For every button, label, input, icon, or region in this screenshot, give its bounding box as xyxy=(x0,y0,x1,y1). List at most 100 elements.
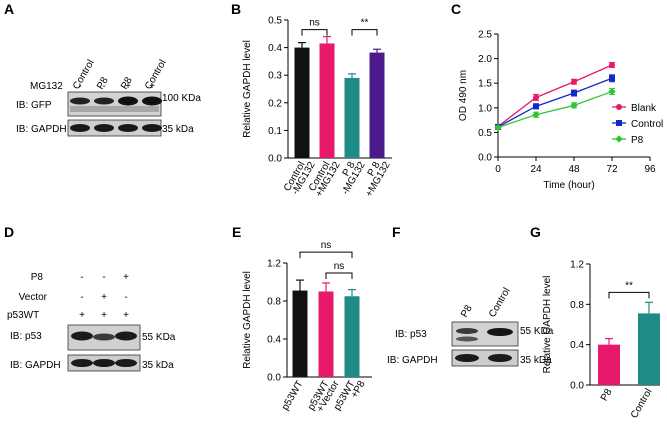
y-tick-label: 1.0 xyxy=(478,103,492,114)
blot-d-sign: + xyxy=(101,310,107,321)
x-tick-label: 96 xyxy=(644,164,656,175)
blot-d-row-label: IB: p53 xyxy=(10,331,42,342)
y-tick-label: 0.2 xyxy=(268,98,282,109)
data-point xyxy=(532,111,540,119)
bar xyxy=(319,43,335,158)
panel-label-g: G xyxy=(530,224,541,240)
y-tick-label: 0.3 xyxy=(268,71,282,82)
blot-a-row-label: IB: GFP xyxy=(16,100,52,111)
blot-a-gapdh-band xyxy=(118,124,138,132)
blot-a-gfp-band xyxy=(118,96,138,106)
legend-label: Blank xyxy=(631,103,657,114)
blot-a-lane-label: Control xyxy=(143,58,169,91)
blot-a-gfp-band xyxy=(70,97,90,105)
y-tick-label: 0.8 xyxy=(570,300,584,311)
legend-label: Control xyxy=(631,119,663,130)
legend-marker xyxy=(616,120,622,126)
x-category-label: P8 xyxy=(599,387,615,403)
blot-a-gfp-band xyxy=(142,96,162,106)
y-tick-label: 0.0 xyxy=(570,381,584,392)
y-tick-label: 0.5 xyxy=(478,128,492,139)
bar xyxy=(318,291,334,377)
blot-d-sign: + xyxy=(79,310,85,321)
blot-a-gapdh-band xyxy=(70,124,90,132)
significance-label: ns xyxy=(309,18,320,29)
data-point xyxy=(533,94,539,101)
bar xyxy=(598,344,620,385)
blot-a-lane-label: Control xyxy=(71,58,97,91)
panel-label-d: D xyxy=(4,224,14,240)
bar xyxy=(369,52,385,158)
y-tick-label: 1.5 xyxy=(478,79,492,90)
y-tick-label: 2.5 xyxy=(478,30,492,41)
blot-a-lane-label: P8 xyxy=(119,75,135,91)
legend-marker xyxy=(615,135,623,143)
y-tick-label: 2.0 xyxy=(478,54,492,65)
blot-a-gapdh-band xyxy=(142,124,162,132)
blot-f-row-label: IB: p53 xyxy=(395,329,427,340)
blot-d-sign: + xyxy=(123,310,129,321)
blot-d-marker: 35 kDa xyxy=(142,360,174,371)
blot-f-lane-label: P8 xyxy=(459,303,475,319)
legend-label: P8 xyxy=(631,135,644,146)
blot-d-sign: + xyxy=(123,272,129,283)
data-point xyxy=(608,87,616,96)
blot-a-mg132-sign: + xyxy=(149,81,155,92)
y-tick-label: 0.1 xyxy=(268,126,282,137)
blot-d-condition-label: Vector xyxy=(19,292,48,303)
blot-f-p53-band xyxy=(487,328,513,336)
x-tick-label: 24 xyxy=(530,164,542,175)
blot-f-marker: 55 KDa xyxy=(520,326,554,337)
data-point xyxy=(571,90,577,97)
panel-label-a: A xyxy=(4,1,14,17)
bar xyxy=(638,313,660,385)
blot-d-p53-band xyxy=(115,331,137,341)
y-tick-label: 0.4 xyxy=(268,43,282,54)
y-tick-label: 0.4 xyxy=(267,335,281,346)
y-tick-label: 0.4 xyxy=(570,340,584,351)
x-category-label: p53WT xyxy=(280,379,306,412)
bar xyxy=(344,296,360,377)
blot-f-lane-label: Control xyxy=(487,286,513,319)
y-tick-label: 0.5 xyxy=(268,16,282,27)
panel-label-c: C xyxy=(451,1,461,17)
y-tick-label: 0.0 xyxy=(478,153,492,164)
blot-a: Control P8 P8 Control MG132 - - + + IB: … xyxy=(16,58,201,137)
blot-f-gapdh-band xyxy=(488,354,512,362)
x-tick-label: 72 xyxy=(606,164,618,175)
x-axis-title: Time (hour) xyxy=(543,180,594,191)
significance-label: ns xyxy=(321,240,332,251)
blot-a-lane-label: P8 xyxy=(95,75,111,91)
data-point xyxy=(571,78,577,85)
blot-d-condition-label: p53WT xyxy=(7,310,39,321)
legend-marker xyxy=(616,104,622,110)
chart-c: 0.0 0.5 1.0 1.5 2.0 2.5 0 24 48 72 96 Time (hour) OD… xyxy=(458,30,663,192)
blot-d-sign: - xyxy=(102,272,105,283)
blot-d-sign: - xyxy=(80,292,83,303)
blot-f-marker: 35 kDa xyxy=(520,355,552,366)
blot-d-sign: - xyxy=(80,272,83,283)
y-tick-label: 0.0 xyxy=(267,373,281,384)
blot-d: P8 Vector p53WT - - + - + - + + + IB: p5… xyxy=(7,272,176,372)
blot-f-row-label: IB: GAPDH xyxy=(387,355,438,366)
blot-f-gapdh-membrane xyxy=(451,349,519,367)
bar xyxy=(292,290,308,377)
blot-a-marker: 35 kDa xyxy=(162,124,194,135)
blot-a-mg132-label: MG132 xyxy=(30,81,63,92)
blot-f-p53-band xyxy=(456,336,478,342)
significance-bracket xyxy=(301,29,328,36)
blot-d-p53-band xyxy=(71,331,93,341)
blot-a-gfp-band xyxy=(94,97,114,105)
blot-d-marker: 55 KDa xyxy=(142,332,176,343)
y-tick-label: 1.2 xyxy=(570,260,584,271)
x-category-label: Control xyxy=(629,387,655,420)
blot-f-p53-band xyxy=(456,328,478,334)
blot-d-sign: - xyxy=(124,292,127,303)
series-line-control xyxy=(497,77,613,128)
blot-d-p53-band xyxy=(93,333,115,341)
y-tick-label: 1.2 xyxy=(267,259,281,270)
significance-label: ns xyxy=(334,261,345,272)
